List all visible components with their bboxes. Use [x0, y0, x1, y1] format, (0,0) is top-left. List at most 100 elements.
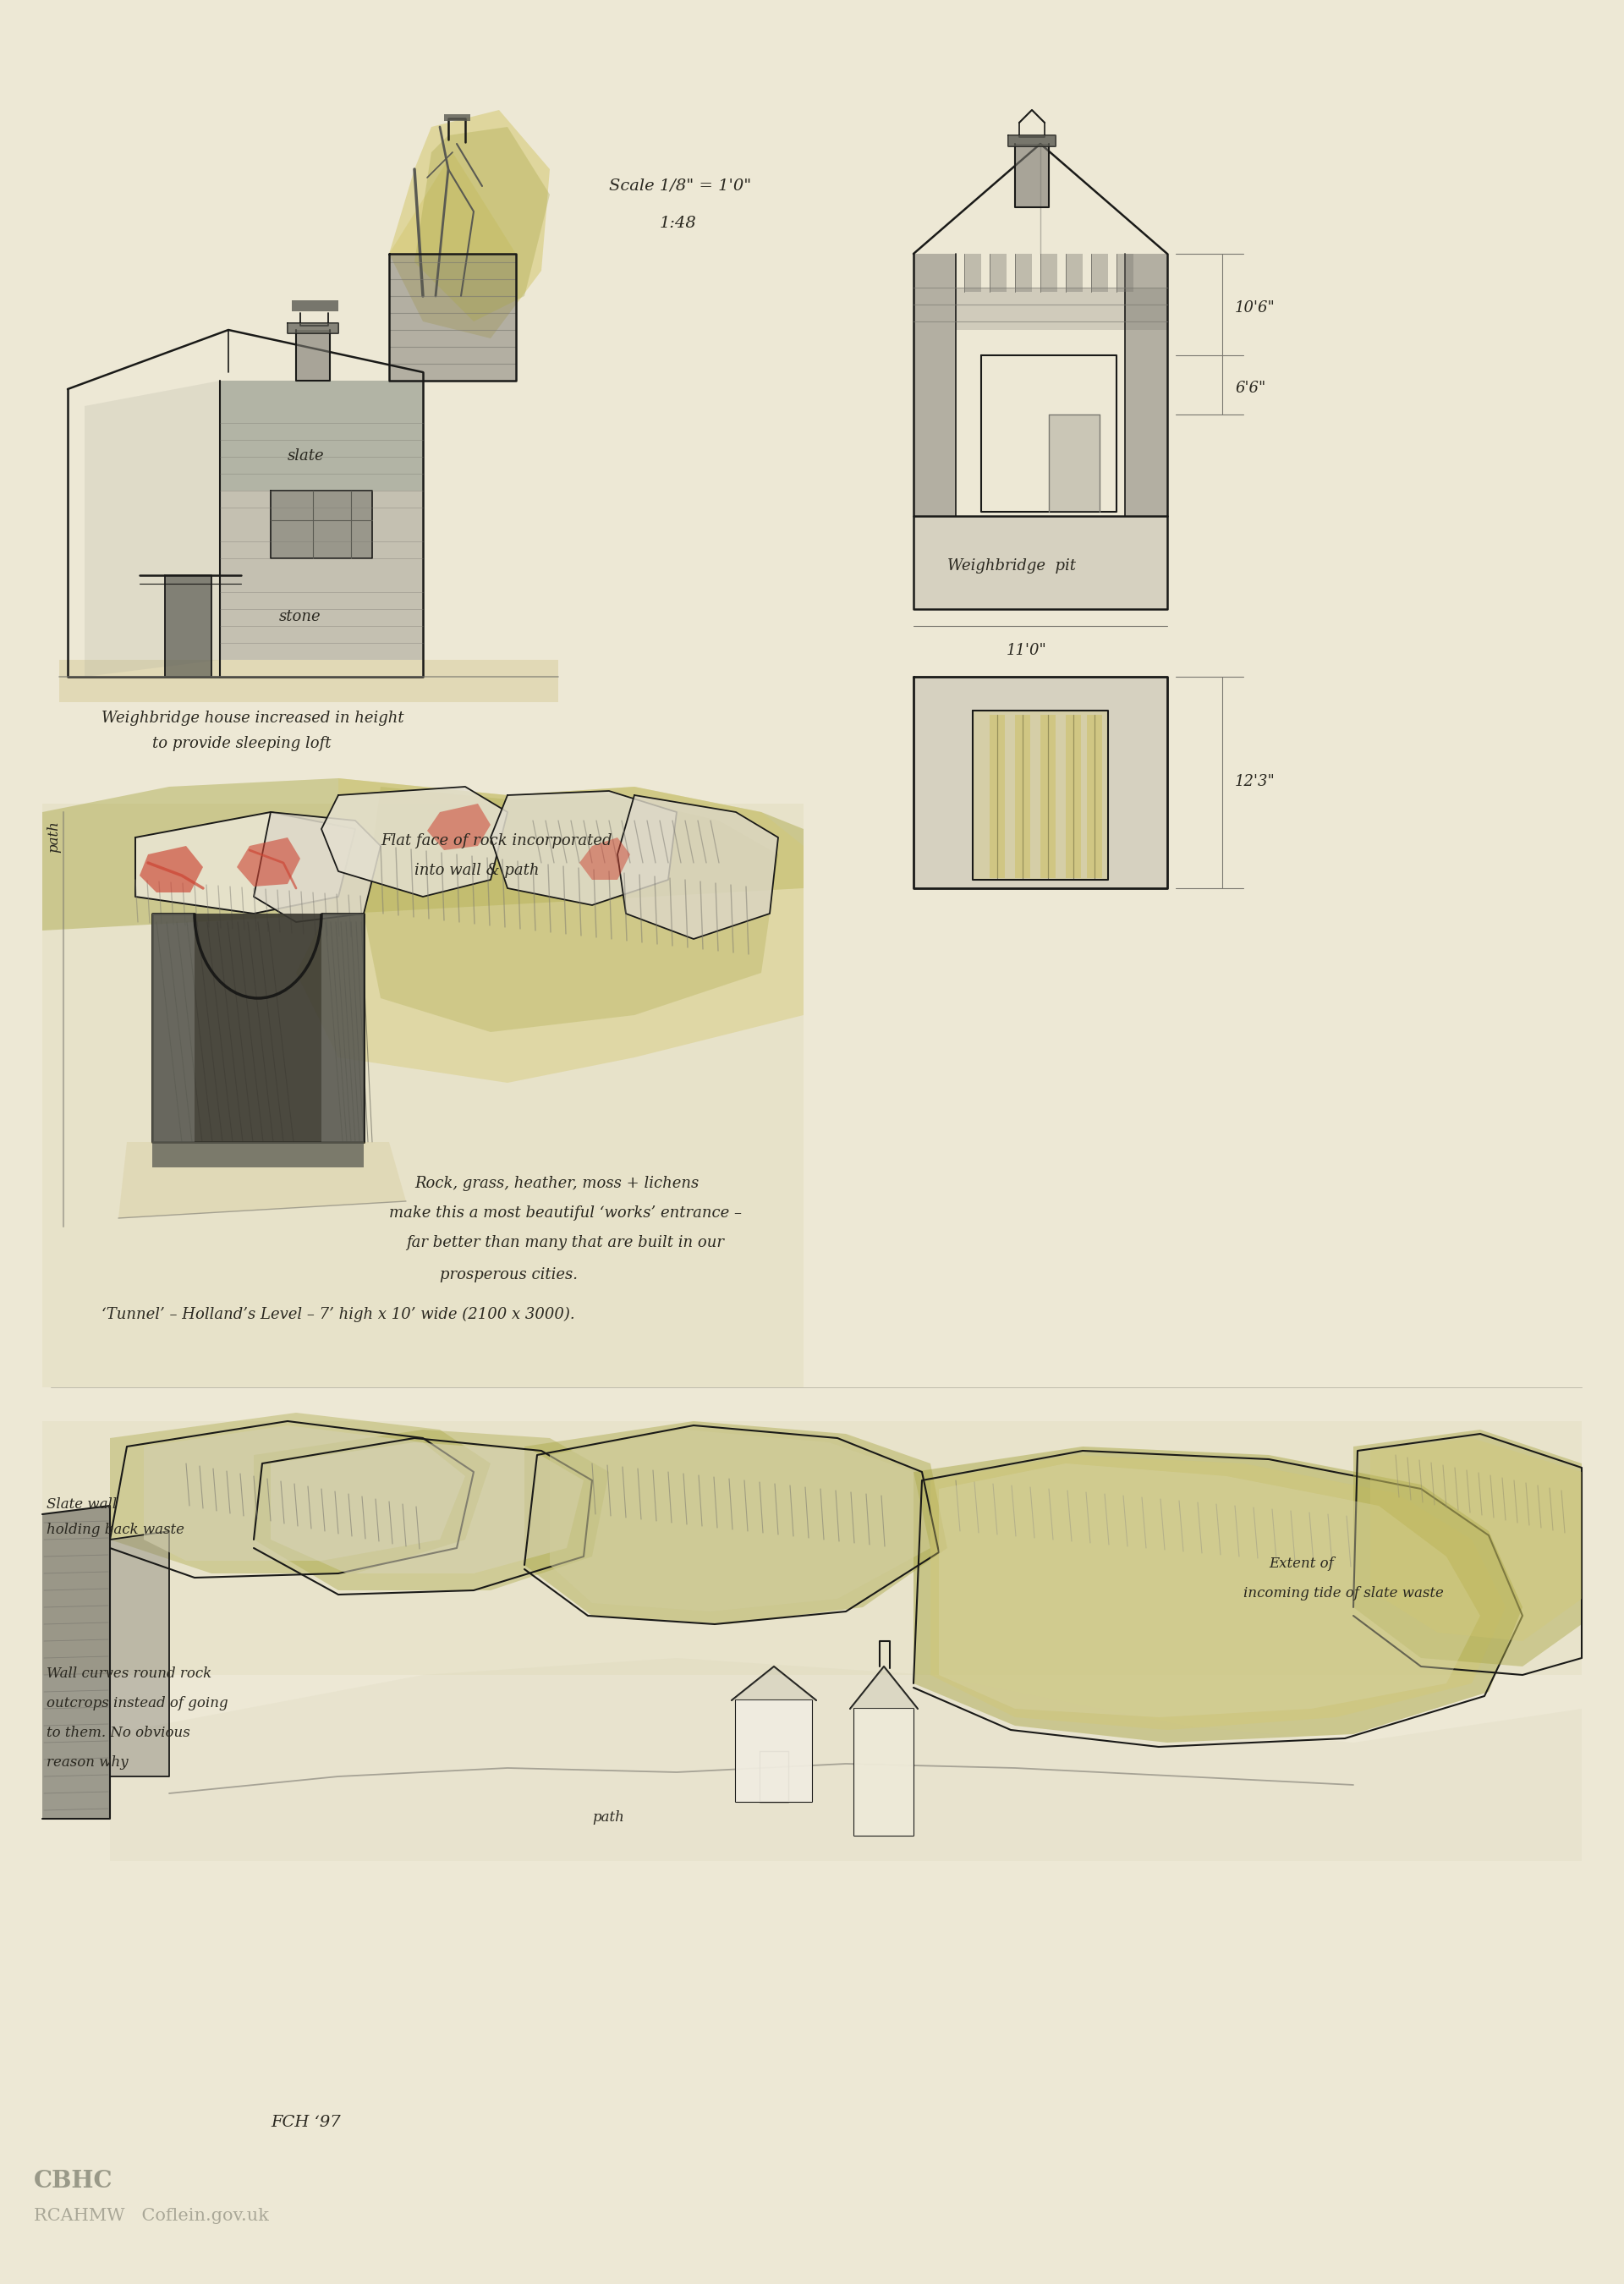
Polygon shape	[736, 1699, 812, 1802]
Polygon shape	[490, 790, 677, 904]
Polygon shape	[1065, 715, 1082, 877]
Polygon shape	[322, 786, 507, 898]
Polygon shape	[939, 1464, 1479, 1718]
Text: Rock, grass, heather, moss + lichens: Rock, grass, heather, moss + lichens	[414, 1176, 698, 1190]
Polygon shape	[989, 715, 1005, 877]
Text: path: path	[47, 820, 62, 852]
Polygon shape	[110, 1658, 1582, 1861]
Polygon shape	[390, 254, 516, 381]
Polygon shape	[219, 381, 422, 660]
Polygon shape	[732, 1667, 817, 1699]
Polygon shape	[58, 660, 559, 701]
Polygon shape	[145, 1425, 464, 1560]
Polygon shape	[551, 1430, 931, 1613]
Polygon shape	[42, 1505, 110, 1818]
Polygon shape	[1125, 254, 1168, 516]
Polygon shape	[390, 110, 551, 338]
Polygon shape	[42, 1421, 1582, 1674]
Text: make this a most beautiful ‘works’ entrance –: make this a most beautiful ‘works’ entra…	[390, 1206, 742, 1220]
Polygon shape	[1086, 715, 1103, 877]
Polygon shape	[219, 381, 422, 491]
Polygon shape	[525, 1421, 947, 1624]
Text: 6'6": 6'6"	[1234, 381, 1265, 395]
Text: ‘Tunnel’ – Holland’s Level – 7’ high x 10’ wide (2100 x 3000).: ‘Tunnel’ – Holland’s Level – 7’ high x 1…	[101, 1306, 575, 1322]
Polygon shape	[1015, 715, 1030, 877]
Polygon shape	[617, 795, 778, 939]
Polygon shape	[913, 516, 1168, 610]
Polygon shape	[913, 254, 957, 516]
Polygon shape	[1015, 144, 1049, 208]
Polygon shape	[1091, 254, 1108, 292]
Polygon shape	[119, 1142, 406, 1217]
Polygon shape	[296, 329, 330, 381]
Polygon shape	[292, 299, 338, 311]
Polygon shape	[931, 1455, 1505, 1729]
Polygon shape	[322, 914, 364, 1142]
Text: Slate wall: Slate wall	[47, 1498, 117, 1512]
Polygon shape	[364, 786, 778, 1032]
Polygon shape	[42, 779, 804, 930]
Polygon shape	[1065, 254, 1083, 292]
Text: 1:48: 1:48	[659, 215, 697, 231]
Text: 11'0": 11'0"	[1007, 642, 1047, 658]
Text: Weighbridge house increased in height: Weighbridge house increased in height	[101, 710, 404, 726]
Text: stone: stone	[279, 610, 322, 624]
Polygon shape	[849, 1667, 918, 1708]
Text: RCAHMW   Coflein.gov.uk: RCAHMW Coflein.gov.uk	[34, 2209, 270, 2225]
Polygon shape	[1041, 715, 1056, 877]
Polygon shape	[135, 813, 356, 914]
Text: slate: slate	[287, 448, 325, 464]
Polygon shape	[42, 804, 804, 1386]
Text: 12'3": 12'3"	[1234, 774, 1275, 790]
Polygon shape	[973, 710, 1108, 879]
Polygon shape	[981, 356, 1117, 512]
Polygon shape	[1371, 1439, 1582, 1642]
Polygon shape	[1015, 254, 1031, 292]
Text: Weighbridge  pit: Weighbridge pit	[947, 557, 1075, 573]
Text: prosperous cities.: prosperous cities.	[440, 1268, 578, 1281]
Text: to provide sleeping loft: to provide sleeping loft	[153, 735, 331, 751]
Polygon shape	[296, 779, 804, 1083]
Text: incoming tide of slate waste: incoming tide of slate waste	[1244, 1585, 1444, 1601]
Polygon shape	[271, 491, 372, 557]
Polygon shape	[110, 1530, 169, 1777]
Polygon shape	[140, 845, 203, 893]
Polygon shape	[153, 914, 195, 1142]
Polygon shape	[414, 128, 551, 322]
Polygon shape	[957, 288, 1168, 329]
Polygon shape	[84, 381, 219, 676]
Polygon shape	[237, 838, 300, 886]
Polygon shape	[427, 804, 490, 850]
Text: path: path	[593, 1811, 624, 1825]
Polygon shape	[287, 322, 338, 333]
Polygon shape	[989, 254, 1007, 292]
Polygon shape	[443, 114, 471, 121]
Polygon shape	[253, 813, 380, 923]
Polygon shape	[1117, 254, 1134, 292]
Text: holding back waste: holding back waste	[47, 1523, 185, 1537]
Polygon shape	[271, 1441, 583, 1574]
Polygon shape	[1049, 413, 1099, 512]
Polygon shape	[166, 576, 211, 676]
Polygon shape	[42, 804, 804, 1386]
Polygon shape	[913, 676, 1168, 888]
Text: reason why: reason why	[47, 1756, 128, 1770]
Polygon shape	[957, 254, 1125, 516]
Polygon shape	[965, 254, 981, 292]
Polygon shape	[1009, 135, 1056, 146]
Polygon shape	[913, 1446, 1523, 1743]
Text: 10'6": 10'6"	[1234, 299, 1275, 315]
Text: into wall & path: into wall & path	[414, 863, 539, 877]
Polygon shape	[195, 914, 322, 1142]
Polygon shape	[580, 838, 630, 879]
Text: CBHC: CBHC	[34, 2170, 114, 2193]
Polygon shape	[153, 914, 364, 1167]
Polygon shape	[1353, 1430, 1582, 1667]
Polygon shape	[854, 1708, 913, 1836]
Text: outcrops instead of going: outcrops instead of going	[47, 1697, 227, 1711]
Text: FCH ‘97: FCH ‘97	[271, 2115, 341, 2131]
Text: Wall curves round rock: Wall curves round rock	[47, 1667, 211, 1681]
Text: Scale 1/8" = 1'0": Scale 1/8" = 1'0"	[609, 178, 752, 192]
Polygon shape	[1041, 254, 1057, 292]
Text: to them. No obvious: to them. No obvious	[47, 1727, 190, 1740]
